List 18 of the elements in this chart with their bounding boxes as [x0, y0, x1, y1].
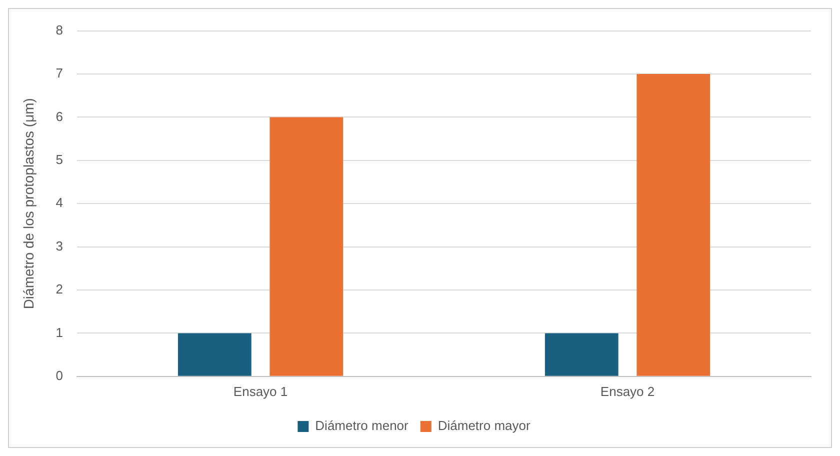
x-tick-label: Ensayo 2	[600, 384, 655, 399]
y-axis-title: Diámetro de los protoplastos (μm)	[20, 98, 36, 310]
bar	[178, 333, 252, 376]
y-tick-label: 6	[56, 108, 64, 124]
bar	[636, 74, 710, 376]
legend-label: Diámetro mayor	[438, 418, 531, 434]
y-tick-label: 5	[56, 152, 64, 167]
y-tick-label: 1	[56, 324, 64, 340]
x-tick-label: Ensayo 1	[233, 384, 288, 399]
y-tick-label: 4	[56, 195, 64, 210]
y-tick-label: 7	[56, 66, 64, 81]
bar	[270, 117, 344, 376]
y-tick-label: 2	[56, 282, 64, 297]
legend-label: Diámetro menor	[315, 418, 410, 434]
y-tick-label: 8	[56, 22, 64, 38]
bar	[544, 333, 618, 376]
y-tick-label: 3	[56, 238, 64, 254]
y-tick-label: 0	[56, 368, 64, 383]
